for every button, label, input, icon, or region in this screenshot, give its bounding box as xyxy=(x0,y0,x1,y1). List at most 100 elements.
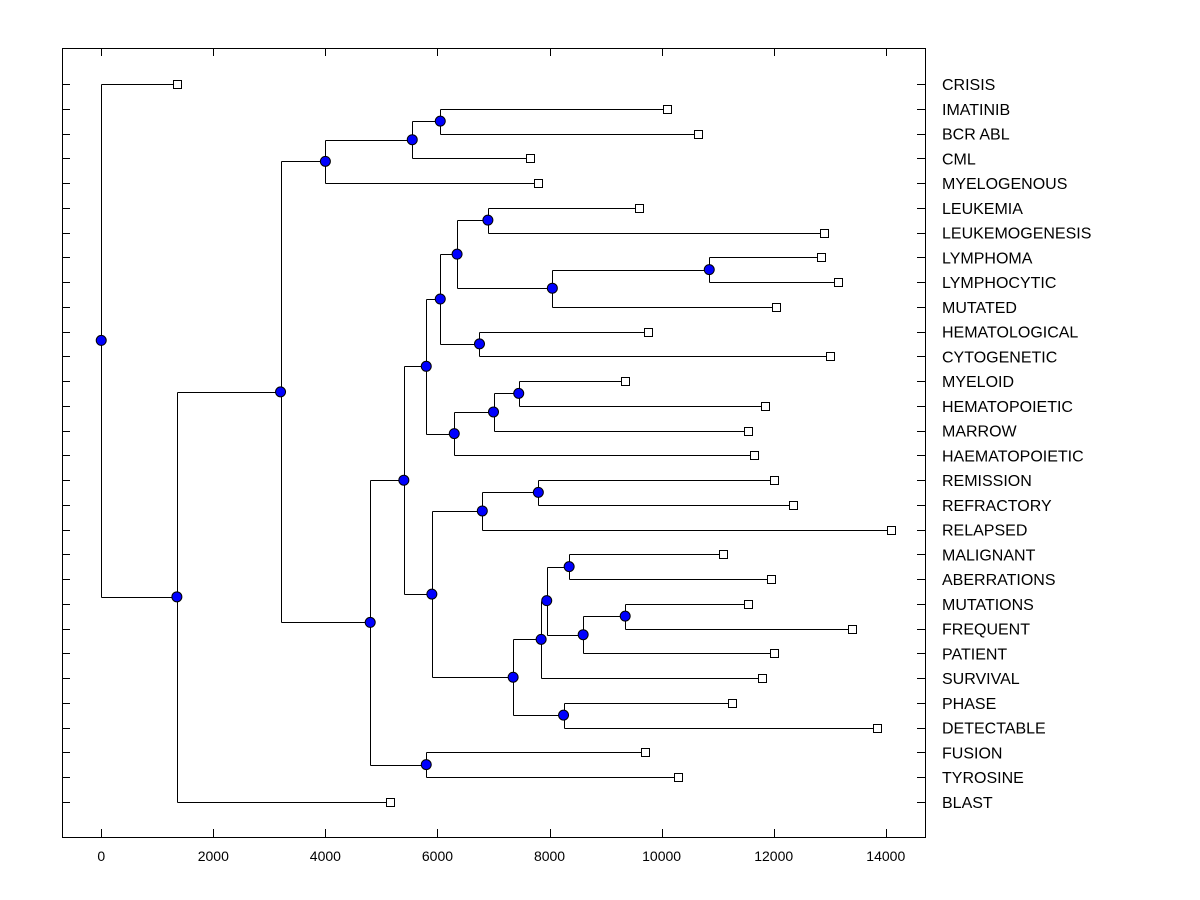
leaf-label: REMISSION xyxy=(942,473,1032,490)
leaf-label: REFRACTORY xyxy=(942,498,1052,515)
x-tick-label: 0 xyxy=(97,848,105,864)
leaf-label: BCR ABL xyxy=(942,127,1010,144)
leaf-marker xyxy=(728,699,737,708)
leaf-label: LEUKEMIA xyxy=(942,201,1023,218)
leaf-marker xyxy=(887,526,896,535)
leaf-label: LEUKEMOGENESIS xyxy=(942,226,1091,243)
merge-node-marker xyxy=(558,709,570,721)
leaf-marker xyxy=(173,80,182,89)
merge-node-marker xyxy=(507,671,519,683)
leaf-label: HAEMATOPOIETIC xyxy=(942,448,1084,465)
leaf-label: CYTOGENETIC xyxy=(942,349,1057,366)
leaf-label: CML xyxy=(942,151,976,168)
x-tick-label: 8000 xyxy=(534,848,565,864)
merge-node-marker xyxy=(364,616,376,628)
leaf-marker xyxy=(663,105,672,114)
leaf-marker xyxy=(789,501,798,510)
merge-node-marker xyxy=(577,629,589,641)
leaf-label: MALIGNANT xyxy=(942,547,1036,564)
merge-node-marker xyxy=(426,588,438,600)
leaf-label: ABERRATIONS xyxy=(942,572,1056,589)
leaf-label: RELAPSED xyxy=(942,523,1027,540)
plot-frame xyxy=(62,48,926,838)
merge-node-marker xyxy=(420,360,432,372)
merge-node-marker xyxy=(398,474,410,486)
merge-node-marker xyxy=(532,486,544,498)
leaf-label: PHASE xyxy=(942,696,996,713)
leaf-label: DETECTABLE xyxy=(942,721,1046,738)
leaf-marker xyxy=(621,377,630,386)
x-tick-label: 4000 xyxy=(310,848,341,864)
leaf-marker xyxy=(744,427,753,436)
leaf-label: TYROSINE xyxy=(942,770,1024,787)
leaf-marker xyxy=(534,179,543,188)
leaf-marker xyxy=(826,352,835,361)
merge-node-marker xyxy=(319,155,331,167)
merge-node-marker xyxy=(434,115,446,127)
merge-node-marker xyxy=(703,264,715,276)
leaf-marker xyxy=(758,674,767,683)
merge-node-marker xyxy=(563,561,575,573)
leaf-marker xyxy=(750,451,759,460)
merge-node-marker xyxy=(546,282,558,294)
merge-node-marker xyxy=(171,591,183,603)
leaf-label: MYELOID xyxy=(942,374,1014,391)
x-tick-label: 12000 xyxy=(754,848,793,864)
merge-node-marker xyxy=(434,293,446,305)
leaf-label: MUTATIONS xyxy=(942,597,1034,614)
merge-node-marker xyxy=(275,386,287,398)
leaf-marker xyxy=(761,402,770,411)
leaf-marker xyxy=(817,253,826,262)
leaf-label: MUTATED xyxy=(942,300,1017,317)
leaf-marker xyxy=(744,600,753,609)
leaf-label: HEMATOLOGICAL xyxy=(942,325,1078,342)
leaf-label: IMATINIB xyxy=(942,102,1010,119)
leaf-label: MARROW xyxy=(942,424,1018,441)
leaf-label: MYELOGENOUS xyxy=(942,176,1067,193)
leaf-markers xyxy=(173,80,896,807)
leaf-label: PATIENT xyxy=(942,646,1007,663)
merge-node-marker xyxy=(448,428,460,440)
merge-node-marker xyxy=(420,759,432,771)
leaf-marker xyxy=(641,748,650,757)
leaf-label: BLAST xyxy=(942,795,993,812)
leaf-marker xyxy=(694,130,703,139)
leaf-label: SURVIVAL xyxy=(942,671,1020,688)
merge-node-marker xyxy=(535,633,547,645)
merge-node-marker xyxy=(541,595,553,607)
merge-node-marker xyxy=(488,406,499,418)
leaf-marker xyxy=(719,550,728,559)
x-tick-label: 2000 xyxy=(198,848,229,864)
leaf-marker xyxy=(820,229,829,238)
merge-node-marker xyxy=(406,134,418,146)
leaf-marker xyxy=(770,476,779,485)
merge-node-marker xyxy=(482,214,494,226)
merge-node-marker xyxy=(473,338,485,350)
leaf-labels: CRISIS IMATINIB BCR ABL CML MYELOGENOUS LEUKE… xyxy=(942,77,1091,812)
leaf-label: LYMPHOMA xyxy=(942,250,1033,267)
x-tick-label: 14000 xyxy=(866,848,905,864)
leaf-marker xyxy=(848,625,857,634)
x-tick-label: 6000 xyxy=(422,848,453,864)
merge-node-marker xyxy=(513,387,525,399)
merge-node-marker xyxy=(476,505,488,517)
leaf-label: FREQUENT xyxy=(942,622,1030,639)
leaf-marker xyxy=(770,649,779,658)
leaf-marker xyxy=(386,798,395,807)
leaf-label: FUSION xyxy=(942,745,1002,762)
leaf-marker xyxy=(772,303,781,312)
leaf-marker xyxy=(873,724,882,733)
leaf-marker xyxy=(526,154,535,163)
x-tick-labels: 0 2000 4000 6000 8000 10000 12000 14000 xyxy=(97,848,905,864)
leaf-label: CRISIS xyxy=(942,77,995,94)
leaf-marker xyxy=(674,773,683,782)
leaf-marker xyxy=(767,575,776,584)
merge-node-marker xyxy=(95,334,107,346)
merge-node-marker xyxy=(619,610,631,622)
leaf-label: HEMATOPOIETIC xyxy=(942,399,1073,416)
leaf-marker xyxy=(834,278,843,287)
x-tick-label: 10000 xyxy=(642,848,681,864)
branches xyxy=(101,84,892,803)
axis-ticks xyxy=(62,48,925,837)
